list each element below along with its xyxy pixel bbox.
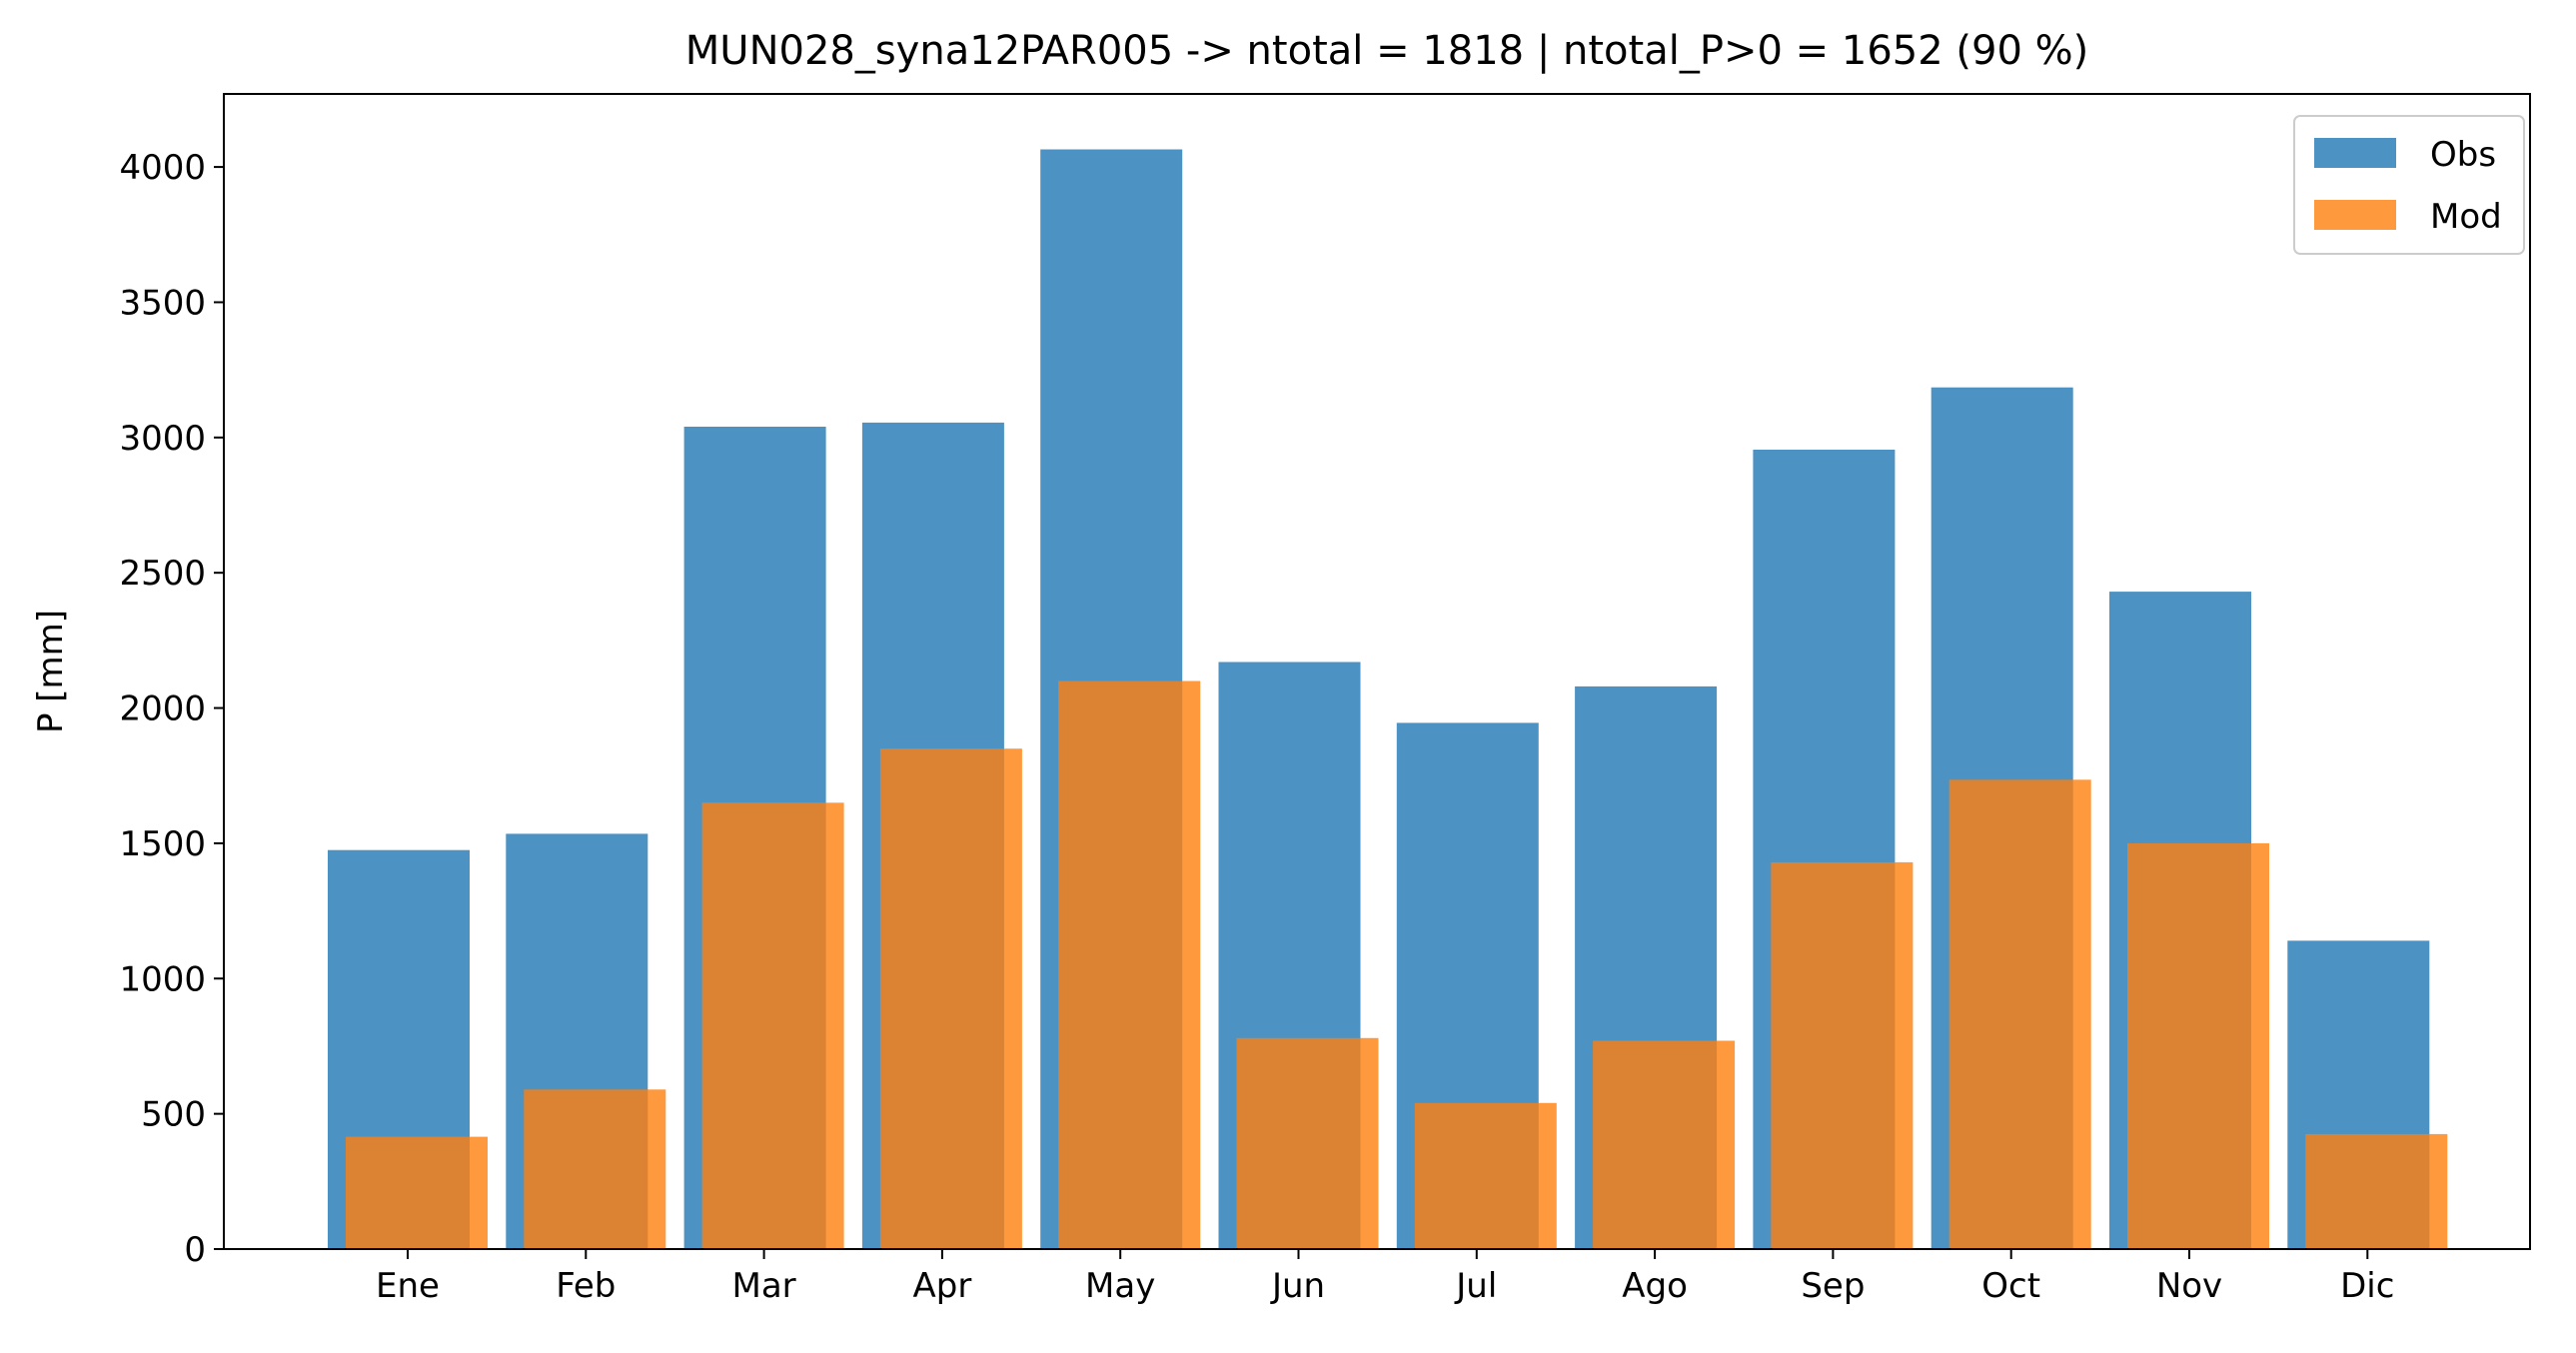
legend-label-obs: Obs: [2430, 135, 2496, 175]
y-tick-label: 1000: [119, 959, 206, 999]
x-tick-label-nov: Nov: [2156, 1266, 2222, 1306]
x-tick-label-sep: Sep: [1801, 1266, 1865, 1306]
legend-swatch-obs: [2314, 138, 2396, 168]
bar-mod-ago: [1593, 1040, 1736, 1249]
series-mod: [346, 680, 2448, 1249]
x-tick-label-ene: Ene: [376, 1266, 440, 1306]
bar-mod-apr: [879, 748, 1022, 1249]
x-tick-label-ago: Ago: [1622, 1266, 1688, 1306]
y-tick-label: 2000: [119, 689, 206, 729]
bar-mod-jul: [1414, 1102, 1557, 1249]
x-tick-label-jun: Jun: [1270, 1266, 1325, 1306]
bar-mod-dic: [2305, 1133, 2448, 1249]
bar-mod-oct: [1948, 779, 2091, 1249]
legend: Obs Mod: [2293, 115, 2525, 255]
bar-mod-nov: [2127, 842, 2269, 1249]
y-tick-label: 1500: [119, 824, 206, 864]
y-tick-label: 0: [184, 1230, 206, 1270]
bar-mod-mar: [701, 802, 844, 1249]
bar-mod-may: [1058, 680, 1201, 1249]
bar-mod-ene: [346, 1136, 488, 1249]
legend-swatch-mod: [2314, 200, 2396, 230]
x-tick-label-mar: Mar: [732, 1266, 796, 1306]
x-tick-label-may: May: [1085, 1266, 1155, 1306]
chart-title: MUN028_syna12PAR005 -> ntotal = 1818 | n…: [685, 28, 2088, 74]
y-tick-label: 500: [141, 1095, 206, 1135]
bar-mod-feb: [524, 1089, 666, 1249]
plot-frame: [223, 93, 2531, 1250]
x-axis: Ene Feb Mar Apr May Jun Jul Ago Sep Oct Nov Dic: [376, 1249, 2394, 1306]
legend-label-mod: Mod: [2430, 197, 2502, 237]
plot-area: 0 500 1000 1500 2000 2500 3000 3500 4000 Ene Feb Ma…: [119, 93, 2531, 1306]
y-axis: 0 500 1000 1500 2000 2500 3000 3500 4000: [119, 148, 224, 1270]
y-tick-label: 4000: [119, 148, 206, 188]
x-tick-label-jul: Jul: [1454, 1266, 1497, 1306]
y-tick-label: 2500: [119, 554, 206, 594]
bar-mod-sep: [1771, 861, 1914, 1249]
y-axis-label: P [mm]: [31, 610, 71, 733]
x-tick-label-oct: Oct: [1981, 1266, 2040, 1306]
x-tick-label-feb: Feb: [556, 1266, 616, 1306]
x-tick-label-apr: Apr: [912, 1266, 971, 1306]
y-tick-label: 3500: [119, 283, 206, 323]
y-tick-label: 3000: [119, 419, 206, 459]
x-tick-label-dic: Dic: [2340, 1266, 2394, 1306]
bar-mod-jun: [1236, 1037, 1379, 1249]
